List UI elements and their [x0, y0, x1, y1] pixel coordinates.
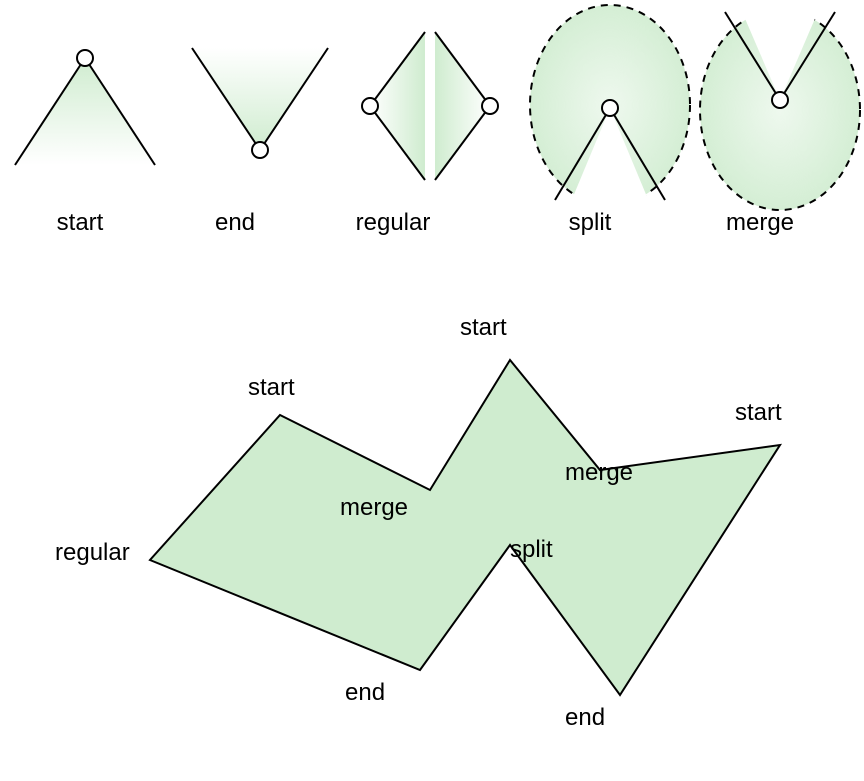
label-text: end	[215, 209, 255, 236]
label-text: regular	[356, 209, 431, 236]
label-text: split	[569, 209, 612, 236]
vertex-type-row: start end regular split merge	[15, 5, 860, 236]
example-polygon-shape	[150, 360, 780, 695]
vertex-marker	[77, 50, 93, 66]
polygon-vertex-label: start	[460, 314, 507, 341]
vertex-type-regular: regular	[356, 32, 498, 236]
polygon-vertex-label: start	[735, 399, 782, 426]
vertex-type-start: start	[15, 50, 155, 236]
label-text: start	[57, 209, 104, 236]
polygon-vertex-label: end	[565, 704, 605, 731]
polygon-vertex-label: merge	[340, 494, 408, 521]
vertex-marker	[602, 100, 618, 116]
vertex-type-merge: merge	[700, 10, 860, 236]
polygon-vertex-label: split	[510, 536, 553, 563]
polygon-vertex-label: end	[345, 679, 385, 706]
vertex-type-split: split	[530, 5, 690, 236]
vertex-marker	[772, 92, 788, 108]
polygon-vertex-label: regular	[55, 539, 130, 566]
vertex-type-end: end	[192, 48, 328, 236]
polygon-vertex-label: start	[248, 374, 295, 401]
vertex-marker	[362, 98, 378, 114]
polygon-vertex-label: merge	[565, 459, 633, 486]
vertex-marker	[252, 142, 268, 158]
vertex-marker	[482, 98, 498, 114]
label-text: merge	[726, 209, 794, 236]
example-polygon: start start start merge merge split regular end…	[55, 314, 782, 731]
